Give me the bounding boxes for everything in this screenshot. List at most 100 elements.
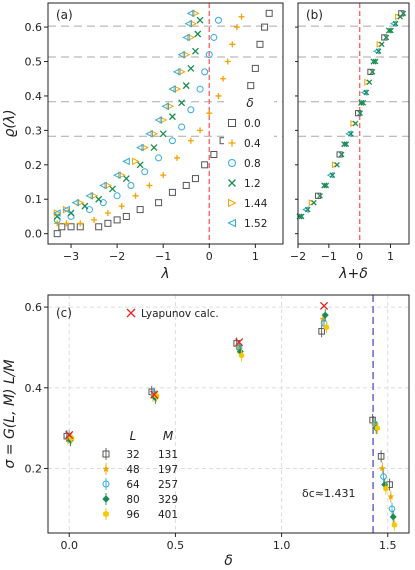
a-point-0.8 bbox=[210, 33, 218, 41]
a-point-0.8 bbox=[205, 51, 213, 59]
b-point bbox=[323, 182, 330, 189]
a-point-0.8 bbox=[201, 68, 209, 76]
a-point-1.44 bbox=[159, 116, 168, 124]
c-plot-frame bbox=[47, 294, 410, 534]
a-point-1.44 bbox=[166, 102, 175, 111]
a-point-1.52 bbox=[71, 198, 80, 207]
panel-c: 0.0 0.5 1.0 1.5 0.2 0.4 0.6 δ σ = G(L, M) L/M (c)… bbox=[2, 294, 410, 569]
a-point-1.2 bbox=[194, 30, 202, 38]
b-point bbox=[329, 172, 336, 179]
a-point-1.52 bbox=[85, 191, 93, 200]
c-legend-M: 197 bbox=[158, 464, 178, 476]
c-y-tick-label: 0.4 bbox=[25, 382, 43, 395]
c-legend-L: 96 bbox=[126, 509, 140, 521]
b-point bbox=[304, 206, 311, 213]
panel-a: −3 −2 −1 0 1 0.0 0.1 0.2 0.3 0.4 0.5 0.6 λ ϱ(λ) (a) δ 0.… bbox=[2, 2, 284, 282]
a-x-axis-label: λ bbox=[160, 266, 169, 282]
b-panel-label: (b) bbox=[306, 8, 323, 22]
a-x-tick-label: −1 bbox=[155, 250, 171, 263]
a-point-1.2 bbox=[53, 212, 61, 220]
b-point bbox=[400, 10, 407, 17]
a-point-0.0 bbox=[168, 188, 176, 196]
c-lyapunov-marker bbox=[150, 390, 159, 399]
a-point-1.52 bbox=[154, 116, 163, 124]
a-legend-marker bbox=[227, 218, 236, 228]
b-point bbox=[366, 79, 373, 86]
c-lyapunov-legend-marker bbox=[126, 308, 136, 318]
c-y-axis-label: σ = G(L, M) L/M bbox=[2, 359, 18, 468]
c-x-tick-label: 0.0 bbox=[60, 539, 78, 552]
a-point-1.44 bbox=[132, 157, 140, 166]
a-legend-title: δ bbox=[246, 96, 253, 110]
c-legend-marker bbox=[103, 510, 109, 518]
b-x-tick-label: −2 bbox=[290, 250, 306, 263]
b-point bbox=[298, 213, 305, 220]
a-point-0.0 bbox=[58, 223, 66, 231]
a-point-1.52 bbox=[145, 130, 153, 138]
a-point-0.0 bbox=[201, 161, 209, 169]
a-legend-marker bbox=[228, 139, 236, 147]
a-point-1.52 bbox=[184, 19, 193, 28]
b-point bbox=[372, 58, 379, 65]
a-point-0.4 bbox=[132, 192, 139, 199]
b-x-axis-label: λ+δ bbox=[338, 266, 368, 282]
a-point-0.0 bbox=[265, 9, 273, 17]
c-legend-M: 329 bbox=[158, 494, 178, 506]
a-y-tick-label: 0.4 bbox=[25, 90, 43, 103]
b-point bbox=[348, 130, 354, 137]
a-point-1.2 bbox=[191, 47, 199, 55]
a-point-1.52 bbox=[161, 102, 169, 111]
a-point-1.44 bbox=[104, 181, 113, 190]
a-point-1.2 bbox=[168, 113, 176, 121]
a-y-tick-label: 0.3 bbox=[25, 124, 43, 137]
c-point-L48 bbox=[387, 492, 395, 500]
a-point-1.44 bbox=[173, 85, 182, 93]
c-point-L96 bbox=[391, 521, 398, 529]
c-legend-M: 401 bbox=[158, 509, 178, 521]
a-point-0.4 bbox=[215, 92, 222, 99]
a-point-0.4 bbox=[63, 220, 70, 227]
a-legend-marker bbox=[228, 198, 237, 208]
c-critical-label: δc≈1.431 bbox=[302, 487, 356, 500]
a-legend-label: 0.8 bbox=[244, 158, 261, 170]
a-point-0.0 bbox=[67, 223, 75, 231]
a-point-0.0 bbox=[256, 40, 264, 48]
a-point-0.4 bbox=[160, 172, 167, 179]
a-legend-marker bbox=[228, 119, 236, 127]
b-point bbox=[352, 120, 359, 127]
c-y-tick-label: 0.2 bbox=[25, 462, 43, 475]
a-point-1.2 bbox=[136, 161, 144, 169]
a-point-1.2 bbox=[95, 195, 103, 203]
c-lyapunov-legend-label: Lyapunov calc. bbox=[141, 308, 219, 320]
a-point-0.0 bbox=[122, 212, 130, 220]
a-point-1.52 bbox=[112, 171, 121, 179]
b-point bbox=[311, 199, 317, 206]
a-point-0.8 bbox=[214, 16, 222, 24]
a-point-0.4 bbox=[77, 220, 84, 227]
a-legend-label: 1.44 bbox=[244, 198, 268, 210]
b-plot-frame bbox=[297, 2, 410, 245]
a-point-1.2 bbox=[159, 130, 167, 138]
c-point-L80 bbox=[389, 513, 397, 521]
b-point bbox=[363, 89, 370, 96]
a-point-1.2 bbox=[182, 82, 190, 90]
b-point bbox=[369, 68, 376, 75]
b-point bbox=[357, 110, 363, 117]
a-y-tick-label: 0.1 bbox=[25, 193, 43, 206]
a-point-1.52 bbox=[172, 68, 181, 76]
c-x-axis-label: δ bbox=[224, 553, 233, 569]
a-point-1.52 bbox=[186, 9, 195, 18]
c-legend-M: 257 bbox=[158, 479, 178, 491]
b-point bbox=[388, 27, 394, 34]
b-point bbox=[375, 48, 382, 55]
a-point-1.2 bbox=[187, 64, 195, 72]
c-point-L96 bbox=[238, 352, 245, 359]
c-point-L96 bbox=[383, 485, 389, 492]
a-point-1.2 bbox=[81, 202, 89, 210]
a-point-1.52 bbox=[168, 85, 176, 93]
a-point-0.8 bbox=[85, 206, 93, 214]
c-point-L32 bbox=[377, 453, 385, 460]
a-point-0.8 bbox=[99, 199, 107, 207]
a-point-1.2 bbox=[150, 144, 158, 152]
c-x-tick-label: 0.5 bbox=[167, 539, 185, 552]
